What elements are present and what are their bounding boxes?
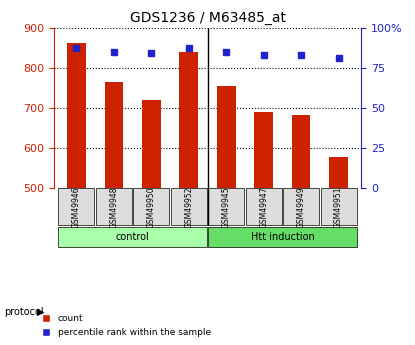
FancyBboxPatch shape (283, 188, 319, 225)
Text: GSM49946: GSM49946 (72, 186, 81, 228)
Text: GSM49948: GSM49948 (110, 186, 118, 228)
Title: GDS1236 / M63485_at: GDS1236 / M63485_at (129, 11, 286, 25)
Text: GSM49950: GSM49950 (147, 186, 156, 228)
Text: ▶: ▶ (37, 307, 45, 317)
FancyBboxPatch shape (208, 227, 356, 247)
FancyBboxPatch shape (59, 188, 94, 225)
FancyBboxPatch shape (59, 227, 207, 247)
Text: Htt induction: Htt induction (251, 232, 314, 242)
FancyBboxPatch shape (171, 188, 207, 225)
Bar (329, 157, 348, 188)
Bar (254, 111, 273, 188)
Text: control: control (116, 232, 149, 242)
Text: protocol: protocol (4, 307, 44, 317)
FancyBboxPatch shape (246, 188, 282, 225)
FancyBboxPatch shape (96, 188, 132, 225)
FancyBboxPatch shape (133, 188, 169, 225)
Bar (67, 43, 86, 188)
Bar (292, 115, 310, 188)
Text: GSM49951: GSM49951 (334, 186, 343, 228)
Bar (142, 100, 161, 188)
FancyBboxPatch shape (321, 188, 356, 225)
Bar (217, 86, 236, 188)
Text: GSM49945: GSM49945 (222, 186, 231, 228)
Text: GSM49947: GSM49947 (259, 186, 268, 228)
Bar (105, 82, 123, 188)
FancyBboxPatch shape (208, 188, 244, 225)
Text: GSM49952: GSM49952 (184, 186, 193, 228)
Bar (179, 52, 198, 188)
Legend: count, percentile rank within the sample: count, percentile rank within the sample (38, 311, 214, 341)
Text: GSM49949: GSM49949 (297, 186, 305, 228)
